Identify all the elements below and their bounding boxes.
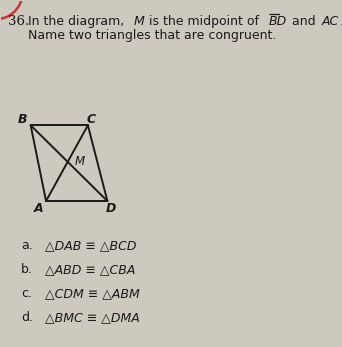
Text: △BMC ≡ △DMA: △BMC ≡ △DMA [44, 311, 140, 324]
Text: a.: a. [21, 239, 33, 252]
Text: B: B [18, 113, 28, 126]
Text: M: M [133, 15, 144, 28]
Text: b.: b. [21, 263, 33, 276]
Text: 36.: 36. [8, 15, 30, 28]
Text: d.: d. [21, 311, 33, 324]
Text: △ABD ≡ △CBA: △ABD ≡ △CBA [44, 263, 135, 276]
Text: A: A [34, 202, 43, 215]
Text: is the midpoint of: is the midpoint of [145, 15, 263, 28]
Text: D: D [106, 202, 116, 215]
Text: .: . [340, 15, 342, 28]
Text: AC: AC [321, 15, 339, 28]
Text: c.: c. [21, 287, 32, 300]
Text: BD: BD [269, 15, 287, 28]
Text: C: C [87, 113, 96, 126]
Text: M: M [75, 155, 85, 168]
Text: △CDM ≡ △ABM: △CDM ≡ △ABM [44, 287, 140, 300]
Text: Name two triangles that are congruent.: Name two triangles that are congruent. [28, 29, 276, 42]
Text: In the diagram,: In the diagram, [28, 15, 128, 28]
Text: and: and [288, 15, 320, 28]
Text: △DAB ≡ △BCD: △DAB ≡ △BCD [44, 239, 136, 252]
